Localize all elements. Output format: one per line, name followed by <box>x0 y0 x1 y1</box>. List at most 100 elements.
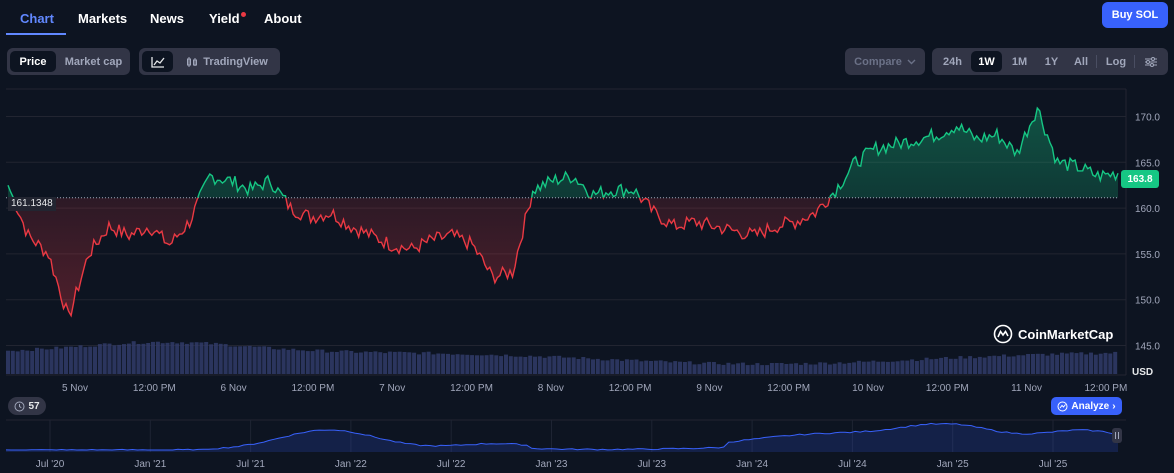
volume-bar <box>885 361 890 374</box>
volume-bar <box>595 358 600 374</box>
tab-about[interactable]: About <box>264 11 302 26</box>
volume-bar <box>392 351 397 374</box>
volume-bar <box>513 356 518 374</box>
x-tick-label: 10 Nov <box>852 383 884 394</box>
price-button[interactable]: Price <box>10 51 56 72</box>
volume-bar <box>180 342 185 374</box>
new-dot-icon <box>240 12 246 17</box>
volume-bar <box>499 356 504 374</box>
volume-bar <box>93 346 97 374</box>
volume-bar <box>489 354 494 374</box>
tab-yield[interactable]: Yield <box>209 11 246 26</box>
volume-bar <box>1084 354 1089 374</box>
chevron-down-icon <box>907 59 916 64</box>
volume-bar <box>881 361 886 374</box>
analyze-button[interactable]: Analyze › <box>1051 397 1122 415</box>
active-tab-indicator <box>6 33 66 35</box>
volume-bar <box>1098 353 1103 374</box>
volume-bar <box>204 342 209 374</box>
volume-bar <box>460 354 465 374</box>
volume-bar <box>953 358 958 374</box>
volume-bar <box>30 351 35 374</box>
tradingview-label: TradingView <box>203 55 268 68</box>
volume-bar <box>813 364 818 374</box>
volume-bar <box>450 354 455 374</box>
settings-sliders-icon <box>1145 56 1157 67</box>
volume-bar <box>175 343 180 374</box>
tab-news[interactable]: News <box>150 11 184 26</box>
volume-bar <box>765 365 770 374</box>
x-tick-label: 7 Nov <box>379 383 405 394</box>
range-1w-button[interactable]: 1W <box>971 51 1002 72</box>
volume-bar <box>465 354 470 374</box>
volume-bar <box>64 346 68 374</box>
tradingview-button[interactable]: TradingView <box>179 51 275 72</box>
volume-bar <box>856 360 861 374</box>
range-1m-button[interactable]: 1M <box>1011 55 1028 68</box>
volume-bar <box>49 349 54 374</box>
volume-bar <box>242 346 247 374</box>
volume-bar <box>634 359 639 374</box>
overview-grid <box>49 420 1054 452</box>
range-all-button[interactable]: All <box>1073 55 1089 68</box>
volume-bar <box>257 346 262 374</box>
volume-bar <box>117 344 122 374</box>
y-tick-label: 170.0 <box>1135 112 1160 123</box>
volume-bar <box>470 355 475 374</box>
volume-bar <box>1002 354 1006 374</box>
volume-bar <box>649 361 653 374</box>
overview-tick-label: Jul '20 <box>36 459 65 470</box>
volume-bar <box>789 363 794 374</box>
volume-bar <box>146 343 151 374</box>
volume-bar <box>798 364 803 374</box>
volume-bar <box>136 344 141 374</box>
volume-bar <box>750 364 755 374</box>
y-tick-label: 150.0 <box>1135 296 1160 307</box>
volume-bar <box>1103 352 1108 374</box>
volume-bar <box>668 362 673 374</box>
line-chart-button[interactable] <box>142 51 173 72</box>
log-scale-button[interactable]: Log <box>1105 55 1127 68</box>
volume-bar <box>721 364 726 374</box>
volume-bar <box>252 346 257 374</box>
volume-bar <box>697 364 702 374</box>
volume-bar <box>54 346 59 374</box>
volume-bar <box>620 360 624 374</box>
buy-button[interactable]: Buy SOL <box>1102 2 1168 28</box>
volume-bar <box>562 357 566 374</box>
overview-tick-label: Jul '22 <box>437 459 466 470</box>
volume-bar <box>73 347 78 374</box>
overview-drag-handle[interactable] <box>1112 428 1122 443</box>
x-tick-label: 12:00 PM <box>926 383 969 394</box>
history-badge[interactable]: 57 <box>8 397 46 415</box>
overview-area <box>6 423 1118 452</box>
volume-bar <box>184 343 189 374</box>
volume-bar <box>339 350 344 374</box>
y-tick-label: 160.0 <box>1135 204 1160 215</box>
price-line-down <box>12 197 837 318</box>
tab-markets[interactable]: Markets <box>78 11 128 26</box>
volume-bar <box>919 360 924 374</box>
volume-bar <box>716 364 721 374</box>
x-tick-label: 12:00 PM <box>133 383 176 394</box>
current-price-tag: 163.8 <box>1121 170 1159 188</box>
market-cap-button[interactable]: Market cap <box>64 55 123 68</box>
y-tick-label: 155.0 <box>1135 250 1160 261</box>
volume-bar <box>653 360 658 374</box>
chart-settings-button[interactable] <box>1137 51 1165 72</box>
volume-bar <box>329 351 334 374</box>
volume-bar <box>794 363 799 374</box>
volume-bar <box>755 363 760 374</box>
overview-tick-label: Jul '24 <box>838 459 867 470</box>
volume-bar <box>1016 355 1021 374</box>
compare-dropdown[interactable]: Compare <box>845 48 925 75</box>
coinmarketcap-watermark: CoinMarketCap <box>993 324 1113 344</box>
tab-chart[interactable]: Chart <box>20 11 54 26</box>
range-24h-button[interactable]: 24h <box>943 55 962 68</box>
range-1y-button[interactable]: 1Y <box>1044 55 1059 68</box>
volume-bar <box>407 352 412 374</box>
volume-bar <box>1011 356 1016 374</box>
volume-bar <box>658 360 663 374</box>
volume-bar <box>895 361 900 374</box>
